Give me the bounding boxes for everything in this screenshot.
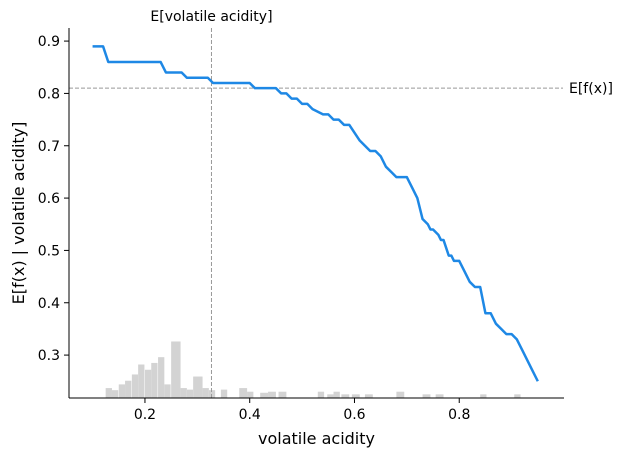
reference-lines <box>69 28 563 398</box>
reference-label-x: E[volatile acidity] <box>150 9 272 25</box>
x-axis-title: volatile acidity <box>258 429 375 448</box>
histogram-bar-13 <box>193 376 203 398</box>
y-tick-label: 0.5 <box>38 243 60 259</box>
y-axis-title: E[f(x) | volatile acidity] <box>9 122 28 305</box>
histogram-bar-27 <box>364 394 373 398</box>
histogram-bar-7 <box>151 362 158 398</box>
y-tick-label: 0.4 <box>38 296 60 312</box>
histogram-bar-21 <box>278 391 287 398</box>
y-tick-label: 0.3 <box>38 348 60 364</box>
histogram-bar-2 <box>118 384 126 398</box>
histogram-bar-22 <box>317 391 325 398</box>
histogram-bar-10 <box>171 341 181 398</box>
y-tick-label: 0.8 <box>38 86 60 102</box>
histogram-bar-14 <box>202 388 209 398</box>
reference-label-y: E[f(x)] <box>569 81 613 97</box>
dependence-series <box>92 45 539 382</box>
histogram-bar-0 <box>105 388 112 398</box>
x-tick-label: 0.6 <box>343 407 365 423</box>
histogram-bar-4 <box>131 374 139 398</box>
histogram-bar-6 <box>144 369 152 398</box>
histogram-bar-19 <box>260 392 269 398</box>
histogram-bar-29 <box>422 394 431 398</box>
histogram-bar-1 <box>111 390 119 398</box>
series-line-0 <box>92 45 539 382</box>
histogram-bar-5 <box>138 364 145 398</box>
y-tick-label: 0.7 <box>38 139 60 155</box>
histogram-bar-20 <box>268 391 276 398</box>
histogram-bar-9 <box>164 384 171 398</box>
histogram-bar-25 <box>341 394 350 398</box>
histogram-bar-8 <box>158 357 165 398</box>
histogram-bar-30 <box>435 394 444 398</box>
axes <box>64 28 564 403</box>
histogram-bar-32 <box>514 394 521 398</box>
histogram-bar-3 <box>125 380 132 398</box>
labels: E[volatile acidity] E[f(x)] 0.2 0.4 0.6 0.8 0.… <box>9 9 613 448</box>
x-tick-label: 0.4 <box>239 407 261 423</box>
histogram-bar-24 <box>333 391 340 398</box>
histogram-bar-12 <box>186 389 194 398</box>
x-tick-label: 0.8 <box>448 407 470 423</box>
histogram-bar-23 <box>327 394 334 398</box>
histogram-bar-11 <box>180 388 187 398</box>
histogram-bar-17 <box>239 388 248 398</box>
histogram-bar-18 <box>247 391 254 398</box>
y-tick-label: 0.6 <box>38 191 60 207</box>
y-tick-label: 0.9 <box>38 34 60 50</box>
histogram-bar-31 <box>480 394 487 398</box>
histogram-bar-15 <box>208 390 216 398</box>
feature-histogram <box>105 341 521 398</box>
histogram-bar-28 <box>396 391 405 398</box>
histogram-bar-26 <box>351 394 360 398</box>
x-tick-label: 0.2 <box>134 407 156 423</box>
histogram-bar-16 <box>220 389 228 398</box>
